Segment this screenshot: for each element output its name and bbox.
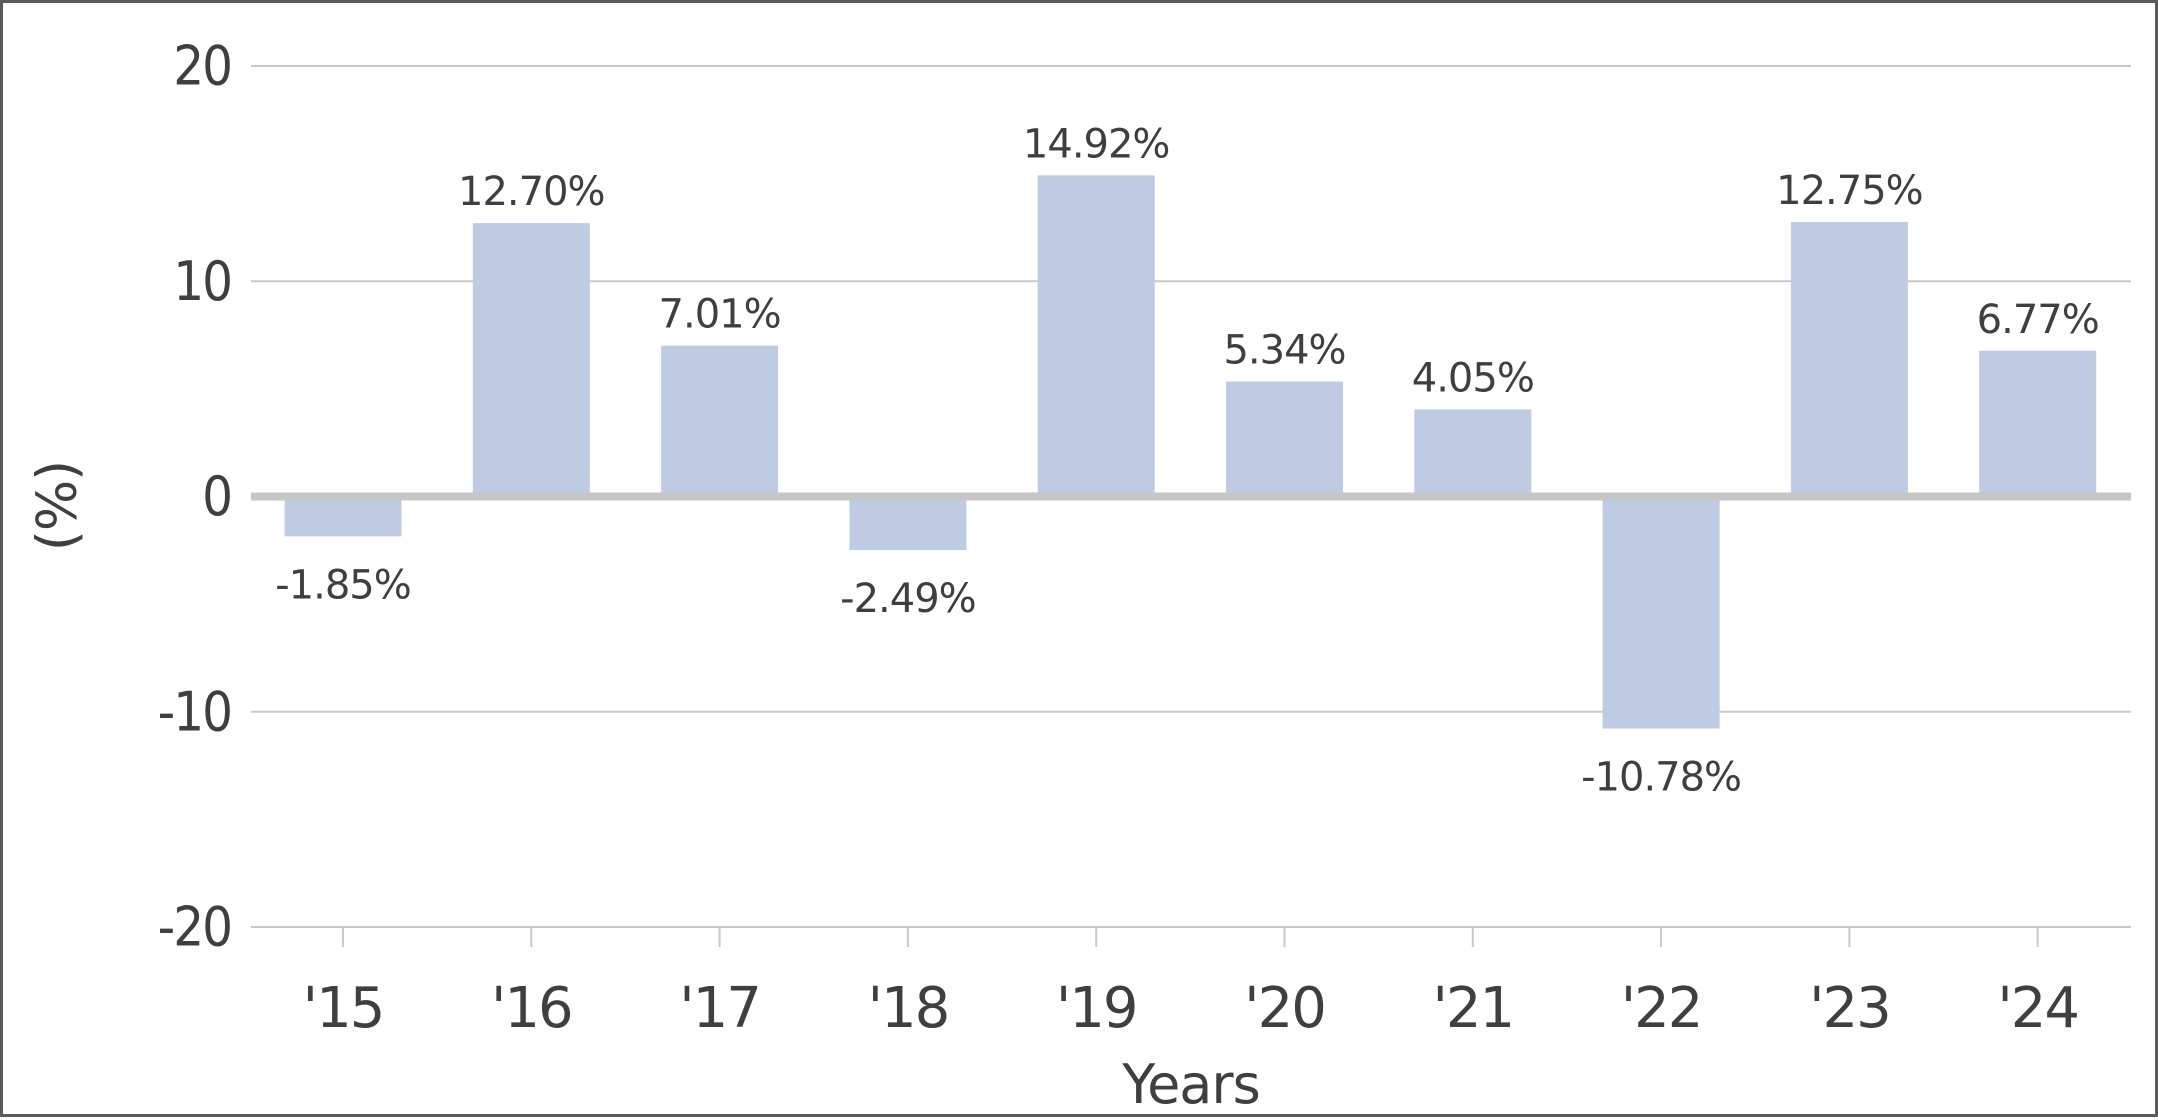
data-label: 5.34% [1223, 328, 1345, 374]
bar-17 [661, 345, 779, 497]
bar-20 [1226, 381, 1343, 497]
x-tick-label: '18 [868, 976, 949, 1041]
x-tick-label: '21 [1432, 976, 1513, 1041]
data-label: 12.75% [1776, 168, 1923, 214]
bars [284, 175, 2097, 729]
x-axis-title: Years [1121, 1053, 1259, 1116]
data-label: -1.85% [275, 562, 411, 608]
data-label: -10.78% [1581, 755, 1741, 801]
x-tick-label: '24 [1997, 976, 2078, 1041]
x-tick-label: '22 [1621, 976, 1702, 1041]
bar-23 [1790, 222, 1908, 497]
bar-22 [1602, 496, 1720, 729]
bar-16 [472, 223, 590, 497]
y-axis-title: (%) [26, 461, 89, 551]
data-label: 4.05% [1412, 355, 1534, 401]
x-tick-label: '19 [1056, 976, 1137, 1041]
data-label: -2.49% [840, 576, 976, 622]
data-label: 14.92% [1023, 121, 1170, 167]
y-tick-label: 0 [202, 465, 231, 528]
x-tick-label: '17 [679, 976, 760, 1041]
y-tick-label: -10 [158, 680, 231, 743]
bar-chart: -1.85% 12.70% 7.01% -2.49% 14.92% 5.34% 4.05% -… [26, 35, 2131, 1116]
x-tick-label: '23 [1809, 976, 1890, 1041]
data-label: 7.01% [659, 292, 781, 338]
bar-21 [1414, 409, 1532, 497]
bar-18 [849, 496, 967, 551]
data-label: 12.70% [458, 169, 605, 215]
x-tick-label: '20 [1244, 976, 1325, 1041]
x-tick-label: '16 [491, 976, 572, 1041]
x-tick-label: '15 [303, 976, 384, 1041]
y-tick-label: 20 [173, 35, 231, 98]
data-label: 6.77% [1977, 297, 2099, 343]
y-tick-label: -20 [158, 896, 231, 959]
data-labels: -1.85% 12.70% 7.01% -2.49% 14.92% 5.34% 4.05% -… [275, 121, 2099, 801]
bar-24 [1979, 350, 2097, 497]
x-axis-ticks: '15 '16 '17 '18 '19 '20 '21 '22 '23 '24 [303, 927, 2080, 1041]
bar-15 [284, 496, 402, 537]
y-tick-label: 10 [173, 250, 231, 313]
y-axis-ticks: 20 10 0 -10 -20 [158, 35, 233, 959]
bar-19 [1037, 175, 1155, 497]
